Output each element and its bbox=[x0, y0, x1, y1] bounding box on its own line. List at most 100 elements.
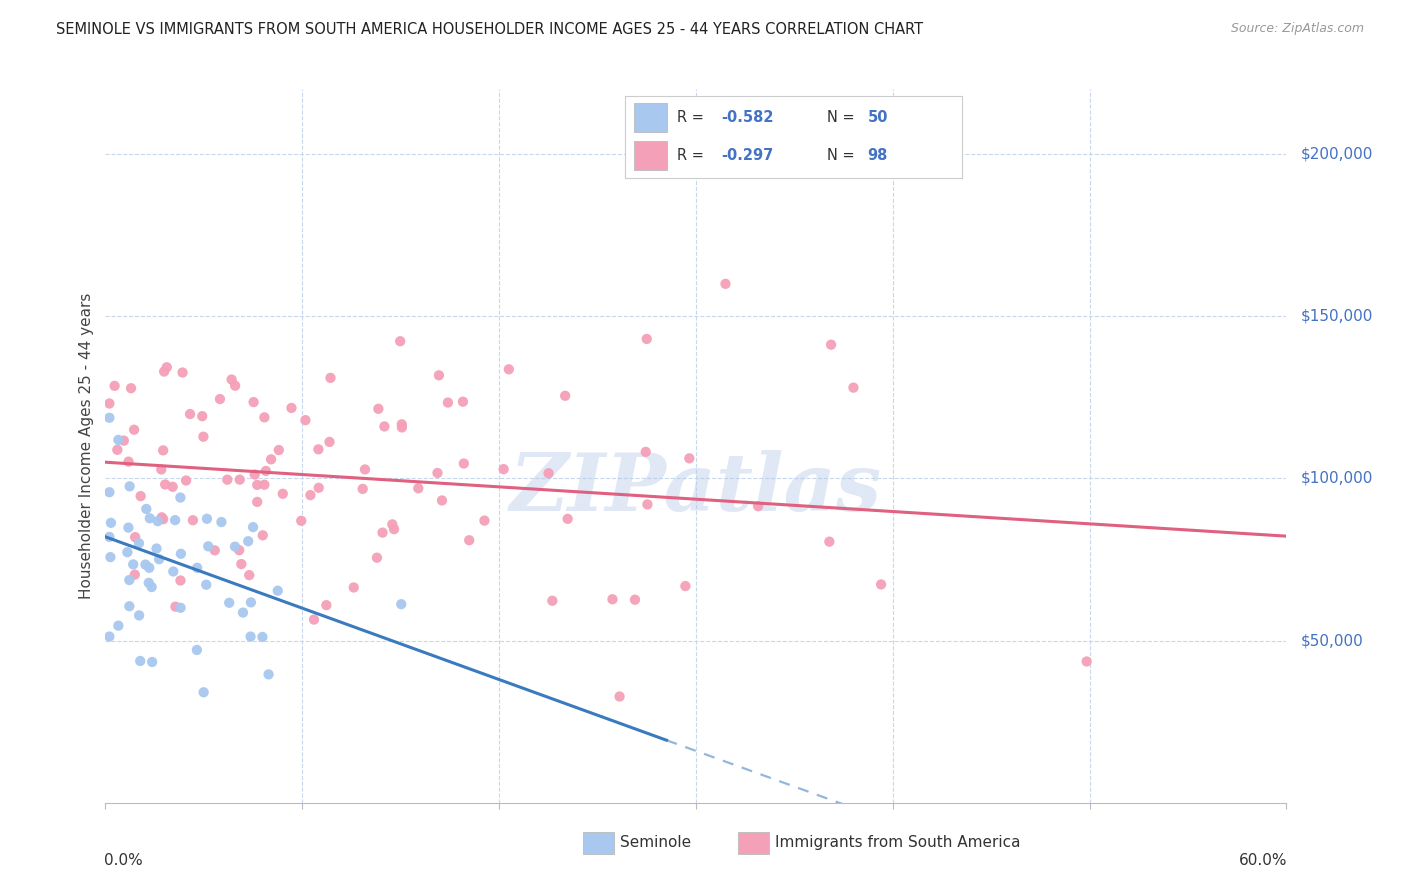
Point bbox=[98, 485, 121, 500]
Point bbox=[319, 371, 342, 385]
Point bbox=[242, 520, 264, 534]
Point bbox=[165, 513, 187, 527]
Point bbox=[153, 477, 176, 491]
Point bbox=[104, 379, 127, 393]
Point bbox=[221, 372, 243, 386]
Point bbox=[153, 365, 176, 379]
Point bbox=[818, 534, 841, 549]
Point bbox=[381, 517, 404, 532]
Point bbox=[453, 457, 475, 471]
Text: $150,000: $150,000 bbox=[1301, 309, 1374, 324]
Point bbox=[197, 539, 219, 553]
Point bbox=[243, 467, 266, 482]
Point bbox=[129, 654, 152, 668]
Point bbox=[246, 495, 269, 509]
Point bbox=[367, 401, 389, 416]
Text: $50,000: $50,000 bbox=[1301, 633, 1364, 648]
Point bbox=[195, 512, 218, 526]
Point bbox=[636, 332, 658, 346]
Point bbox=[252, 630, 274, 644]
Point bbox=[427, 368, 450, 383]
Point bbox=[228, 473, 250, 487]
Point bbox=[162, 480, 184, 494]
Point bbox=[105, 442, 128, 457]
Point bbox=[100, 550, 122, 565]
Point bbox=[391, 420, 413, 434]
Point bbox=[209, 515, 232, 529]
Point bbox=[260, 452, 283, 467]
Point bbox=[128, 608, 150, 623]
Point bbox=[624, 592, 647, 607]
Point bbox=[169, 491, 191, 505]
Point bbox=[609, 690, 631, 704]
Point bbox=[238, 568, 260, 582]
Point bbox=[186, 643, 208, 657]
Point bbox=[870, 577, 893, 591]
Point bbox=[124, 567, 146, 582]
Text: $200,000: $200,000 bbox=[1301, 146, 1374, 161]
Point bbox=[280, 401, 302, 415]
Point bbox=[138, 575, 160, 590]
Point bbox=[148, 552, 170, 566]
Point bbox=[169, 600, 191, 615]
Point bbox=[678, 451, 700, 466]
Point bbox=[271, 487, 294, 501]
Point bbox=[307, 442, 329, 457]
Point bbox=[714, 277, 737, 291]
Point bbox=[315, 598, 337, 612]
Point bbox=[537, 467, 560, 481]
Point bbox=[246, 478, 269, 492]
Point bbox=[389, 597, 412, 611]
Point bbox=[254, 464, 277, 478]
Point bbox=[174, 474, 197, 488]
Point bbox=[120, 381, 142, 395]
Y-axis label: Householder Income Ages 25 - 44 years: Householder Income Ages 25 - 44 years bbox=[79, 293, 94, 599]
Point bbox=[267, 583, 290, 598]
Point bbox=[541, 593, 564, 607]
Point bbox=[636, 498, 658, 512]
Point bbox=[389, 334, 412, 349]
Point bbox=[498, 362, 520, 376]
Point bbox=[451, 394, 474, 409]
Point bbox=[118, 479, 141, 493]
Point bbox=[224, 378, 246, 392]
Point bbox=[107, 433, 129, 447]
Point bbox=[129, 489, 152, 503]
Point bbox=[138, 561, 160, 575]
Point bbox=[191, 409, 214, 424]
Point bbox=[1076, 655, 1098, 669]
Point bbox=[172, 366, 194, 380]
Point bbox=[231, 557, 253, 571]
Point bbox=[366, 550, 388, 565]
Point bbox=[134, 558, 156, 572]
Point bbox=[634, 445, 657, 459]
Text: 60.0%: 60.0% bbox=[1239, 853, 1288, 868]
Point bbox=[193, 430, 215, 444]
Point bbox=[117, 455, 139, 469]
Text: ZIPatlas: ZIPatlas bbox=[510, 450, 882, 527]
Text: Seminole: Seminole bbox=[620, 836, 692, 850]
Point bbox=[408, 481, 430, 495]
Point bbox=[107, 618, 129, 632]
Point bbox=[124, 530, 146, 544]
Point bbox=[156, 360, 179, 375]
Point bbox=[302, 613, 325, 627]
Point bbox=[557, 512, 579, 526]
Point bbox=[100, 516, 122, 530]
Point bbox=[354, 462, 377, 476]
Text: SEMINOLE VS IMMIGRANTS FROM SOUTH AMERICA HOUSEHOLDER INCOME AGES 25 - 44 YEARS : SEMINOLE VS IMMIGRANTS FROM SOUTH AMERIC… bbox=[56, 22, 924, 37]
Point bbox=[122, 423, 145, 437]
Point bbox=[242, 395, 264, 409]
Point bbox=[492, 462, 515, 476]
Point bbox=[181, 513, 204, 527]
Point bbox=[352, 482, 374, 496]
Point bbox=[437, 395, 460, 409]
Point bbox=[820, 337, 842, 351]
Point bbox=[118, 573, 141, 587]
Point bbox=[371, 525, 394, 540]
Point bbox=[139, 511, 162, 525]
Point bbox=[170, 547, 193, 561]
Point bbox=[299, 488, 322, 502]
Point bbox=[239, 595, 262, 609]
Point bbox=[204, 543, 226, 558]
